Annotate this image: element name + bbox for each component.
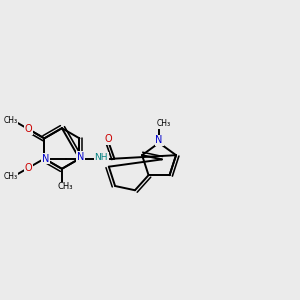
Text: O: O [104,134,112,144]
Text: O: O [25,124,32,134]
Text: CH₃: CH₃ [58,182,73,191]
Text: N: N [155,135,163,146]
Text: CH₃: CH₃ [156,119,170,128]
Text: CH₃: CH₃ [4,172,18,181]
Text: NH: NH [94,153,108,162]
Text: O: O [25,163,32,173]
Text: O: O [25,124,32,134]
Text: CH₃: CH₃ [4,116,18,125]
Text: N: N [77,152,84,162]
Text: N: N [41,154,49,164]
